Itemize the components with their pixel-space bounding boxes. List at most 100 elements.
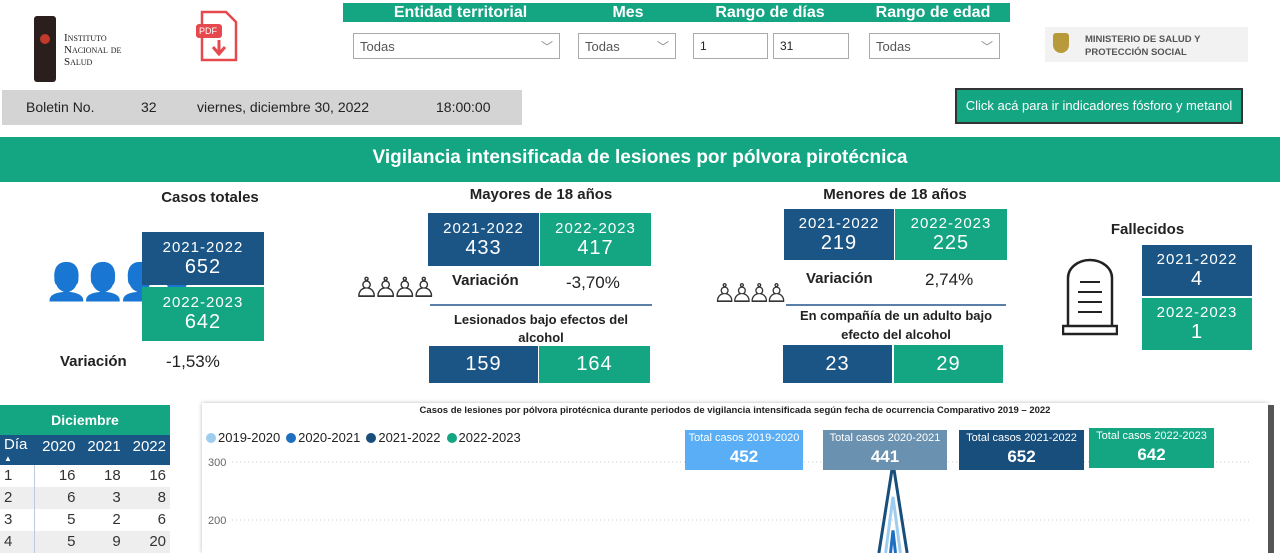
- legend-item[interactable]: 2021-2022: [366, 430, 441, 446]
- line-chart: Casos de lesiones por pólvora pirotécnic…: [202, 403, 1268, 553]
- ins-logo-text: Salud: [64, 56, 93, 68]
- bulletin-date: viernes, diciembre 30, 2022: [197, 99, 369, 115]
- chevron-down-icon: ﹀: [980, 39, 993, 54]
- dias-from-value: 1: [700, 39, 707, 53]
- pdf-download-icon[interactable]: PDF: [196, 10, 240, 64]
- bulletin-number: 32: [141, 99, 157, 115]
- mayores-variacion-label: Variación: [452, 272, 519, 289]
- filter-mes-label: Mes: [612, 4, 644, 21]
- series-line-2020-2021: [889, 530, 897, 553]
- value: 225: [932, 231, 970, 254]
- value: 29: [936, 352, 961, 375]
- total-value: 642: [1137, 445, 1166, 464]
- bulletin-time: 18:00:00: [436, 99, 491, 115]
- total-label: Total casos 2021-2022: [966, 432, 1077, 444]
- sort-asc-icon: ▲: [4, 454, 12, 463]
- ins-logo-text: Instituto: [64, 32, 107, 44]
- header-label: Día: [4, 436, 28, 453]
- value: 642: [184, 311, 222, 333]
- period-label: 2022-2023: [910, 214, 992, 232]
- table-cell: 16: [58, 467, 76, 484]
- table-cell: 3: [79, 487, 125, 509]
- totales-variacion-value: -1,53%: [166, 352, 220, 371]
- header-2022[interactable]: 2022: [132, 438, 166, 455]
- value: 23: [825, 352, 850, 375]
- bulletin-label: Boletin No.: [26, 99, 95, 115]
- table-cell: 2: [112, 511, 121, 528]
- legend-label: 2021-2022: [378, 430, 441, 445]
- table-cell: 3: [0, 509, 35, 531]
- ins-logo-text: Nacional de: [64, 44, 122, 56]
- chevron-down-icon: ﹀: [540, 39, 553, 54]
- y-tick-label: 200: [208, 515, 226, 527]
- legend-label: 2019-2020: [218, 430, 281, 445]
- december-table: Diciembre Día ▲ 2020 2021 2022 1 16 18 16 2 6 3…: [0, 405, 170, 553]
- mayores-variacion-value: -3,70%: [566, 273, 620, 292]
- pdf-label: PDF: [199, 26, 217, 36]
- total-label: Total casos 2020-2021: [829, 432, 941, 444]
- filter-dias-label: Rango de días: [715, 4, 825, 21]
- period-label: 2022-2023: [162, 294, 244, 311]
- totales-variacion-label: Variación: [60, 353, 127, 370]
- period-label: 2021-2022: [162, 238, 244, 256]
- entidad-dropdown[interactable]: Todas ﹀: [353, 33, 560, 59]
- fosforo-metanol-link-button[interactable]: Click acá para ir indicadores fósforo y …: [955, 88, 1243, 124]
- table-cell: 18: [104, 467, 121, 484]
- value: 433: [465, 236, 502, 259]
- table-row: 1 16 18 16: [0, 465, 170, 487]
- divider: [786, 304, 1006, 306]
- mayores-alcohol-2021: 159: [429, 346, 538, 383]
- header-dia[interactable]: Día ▲: [0, 435, 34, 465]
- chart-title: Casos de lesiones por pólvora pirotécnic…: [419, 405, 1051, 416]
- edad-dropdown[interactable]: Todas ﹀: [869, 33, 1000, 59]
- table-cell: 5: [34, 531, 80, 553]
- fallecidos-2022-card: 2022-2023 1: [1142, 298, 1252, 350]
- legend-label: 2020-2021: [298, 430, 361, 445]
- dias-to-input[interactable]: 31: [773, 33, 849, 59]
- tombstone-icon: [1061, 256, 1119, 336]
- dias-from-input[interactable]: 1: [693, 33, 768, 59]
- total-label: Total casos 2022-2023: [1096, 430, 1207, 442]
- mayores-2022-card: 2022-2023 417: [540, 213, 651, 266]
- value: 417: [577, 236, 614, 259]
- table-cell: 5: [67, 511, 76, 528]
- totales-2022-card: 2022-2023 642: [142, 287, 264, 341]
- y-tick-label: 300: [208, 457, 226, 469]
- mayores-alcohol-2022: 164: [539, 346, 650, 383]
- mayores-title: Mayores de 18 años: [469, 186, 613, 203]
- series-line-2019-2020: [884, 496, 902, 553]
- header-2020[interactable]: 2020: [42, 438, 76, 455]
- total-card: Total casos 2022-2023 642: [1089, 428, 1214, 468]
- table-cell: 16: [149, 467, 166, 484]
- legend-dot-icon: [366, 433, 377, 443]
- value: 219: [820, 231, 858, 254]
- adults-group-icon: ♙♙♙♙: [354, 272, 436, 303]
- value: 164: [576, 353, 613, 375]
- table-header-row: Día ▲ 2020 2021 2022: [0, 435, 170, 465]
- total-card: Total casos 2019-2020 452: [685, 430, 803, 470]
- period-label: 2021-2022: [1156, 250, 1238, 268]
- total-card: Total casos 2020-2021 441: [823, 430, 947, 470]
- ins-logo-mark: [34, 16, 56, 82]
- ministry-text: PROTECCIÓN SOCIAL: [1085, 47, 1187, 58]
- legend-dot-icon: [206, 433, 216, 443]
- fallecidos-title: Fallecidos: [1110, 221, 1185, 238]
- legend-label: 2022-2023: [458, 430, 521, 445]
- legend-item[interactable]: 2022-2023: [446, 430, 521, 446]
- menores-variacion-label: Variación: [806, 270, 873, 287]
- table-cell: 1: [0, 465, 35, 487]
- table-row: 3 5 2 6: [0, 509, 170, 531]
- period-label: 2021-2022: [443, 219, 524, 237]
- header-2021[interactable]: 2021: [87, 438, 121, 455]
- table-cell: 2: [0, 487, 35, 509]
- ins-logo: Instituto Nacional de Salud: [34, 16, 154, 82]
- period-label: 2021-2022: [798, 214, 880, 232]
- legend-item[interactable]: 2020-2021: [286, 430, 360, 446]
- table-row: 4 5 9 20: [0, 531, 170, 553]
- page-title-banner: Vigilancia intensificada de lesiones por…: [0, 137, 1280, 182]
- scrollbar[interactable]: [1268, 405, 1274, 553]
- ministry-text: MINISTERIO DE SALUD Y: [1085, 34, 1201, 45]
- mes-dropdown[interactable]: Todas ﹀: [578, 33, 676, 59]
- legend-item[interactable]: 2019-2020: [206, 430, 280, 446]
